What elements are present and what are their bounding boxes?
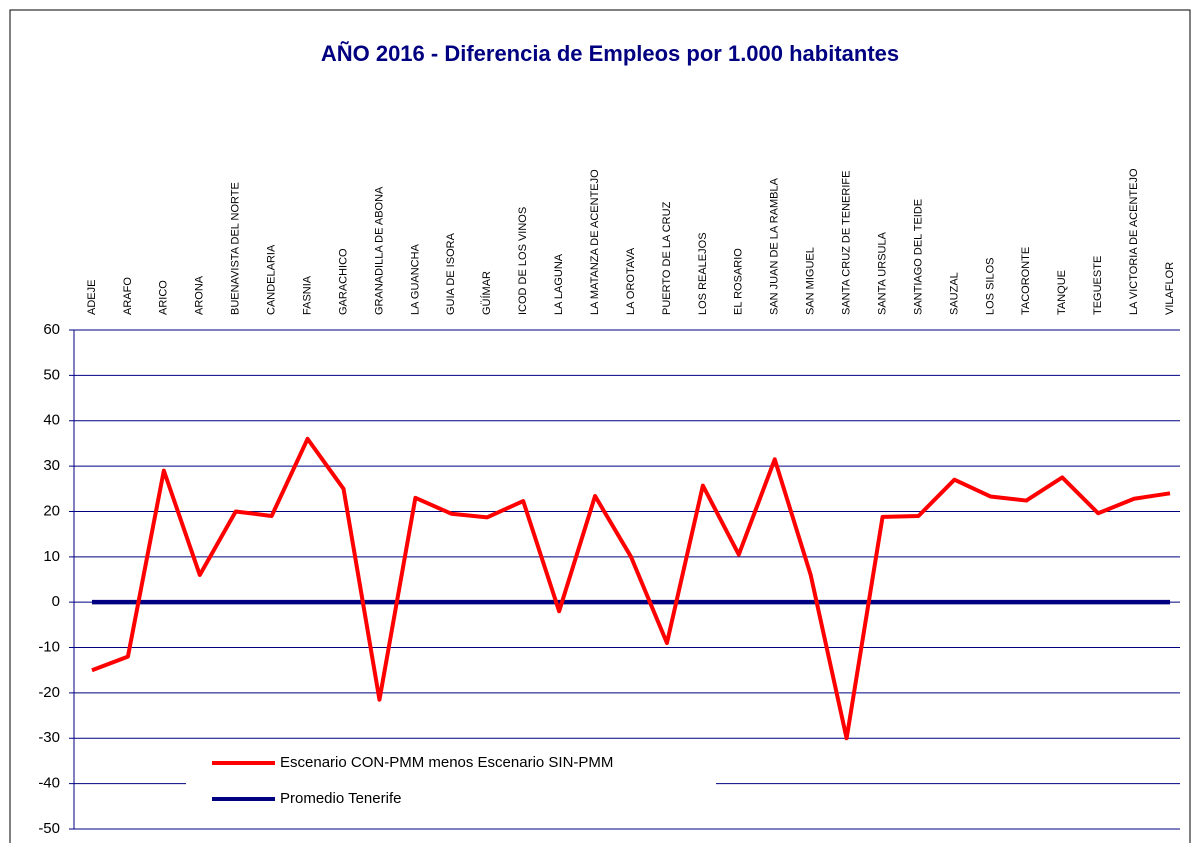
legend-box xyxy=(186,746,716,822)
chart-title: AÑO 2016 - Diferencia de Empleos por 1.0… xyxy=(321,41,899,66)
y-tick-label: -30 xyxy=(38,729,60,746)
x-tick-label: LA MATANZA DE ACENTEJO xyxy=(589,169,601,315)
y-tick-label: 40 xyxy=(43,412,60,429)
x-tick-label: ARAFO xyxy=(122,277,134,315)
y-tick-label: 20 xyxy=(43,502,60,519)
x-tick-label: SANTA URSULA xyxy=(876,231,888,315)
x-tick-label: SAN JUAN DE LA RAMBLA xyxy=(769,177,781,315)
x-tick-label: CANDELARIA xyxy=(266,244,278,315)
x-tick-label: LA OROTAVA xyxy=(625,247,637,315)
x-tick-label: SANTIAGO DEL TEIDE xyxy=(912,199,924,315)
y-tick-label: -50 xyxy=(38,820,60,837)
frame xyxy=(9,9,1191,848)
x-tick-label: GUIA DE ISORA xyxy=(445,232,457,315)
x-tick-label: ARONA xyxy=(194,275,206,315)
x-tick-label: LA LAGUNA xyxy=(553,253,565,315)
y-tick-label: 50 xyxy=(43,366,60,383)
y-tick-label: 10 xyxy=(43,548,60,565)
y-tick-label: -20 xyxy=(38,684,60,701)
x-tick-label: GÜÍMAR xyxy=(480,271,493,315)
x-tick-label: TEGUESTE xyxy=(1092,256,1104,315)
x-tick-label: TANQUE xyxy=(1056,270,1068,315)
x-tick-label: SANTA CRUZ DE TENERIFE xyxy=(841,171,853,315)
y-tick-label: 60 xyxy=(43,321,60,338)
y-tick-label: -40 xyxy=(38,775,60,792)
y-tick-label: 0 xyxy=(52,593,60,610)
x-tick-label: ICOD DE LOS VINOS xyxy=(517,207,529,315)
x-tick-label: LOS REALEJOS xyxy=(697,232,709,315)
legend-label: Promedio Tenerife xyxy=(280,790,401,807)
legend-label: Escenario CON-PMM menos Escenario SIN-PM… xyxy=(280,754,613,771)
x-tick-label: LA VICTORIA DE ACENTEJO xyxy=(1128,168,1140,315)
x-tick-label: SAUZAL xyxy=(948,272,960,315)
x-tick-label: BUENAVISTA DEL NORTE xyxy=(230,182,242,315)
x-tick-label: LA GUANCHA xyxy=(409,243,421,315)
y-tick-label: -10 xyxy=(38,639,60,656)
series-line xyxy=(91,436,1171,741)
x-tick-label: EL ROSARIO xyxy=(733,248,745,315)
x-tick-label: PUERTO DE LA CRUZ xyxy=(661,201,673,315)
x-tick-label: GARACHICO xyxy=(337,248,349,315)
x-tick-label: SAN MIGUEL xyxy=(805,247,817,315)
x-tick-label: FASNIA xyxy=(301,275,313,315)
y-tick-label: 30 xyxy=(43,457,60,474)
x-tick-label: VILAFLOR xyxy=(1164,262,1176,315)
x-tick-label: GRANADILLA DE ABONA xyxy=(373,186,385,315)
x-tick-label: ADEJE xyxy=(86,280,98,315)
x-tick-label: ARICO xyxy=(158,280,170,315)
x-tick-label: LOS SILOS xyxy=(984,258,996,315)
x-tick-label: TACORONTE xyxy=(1020,247,1032,315)
